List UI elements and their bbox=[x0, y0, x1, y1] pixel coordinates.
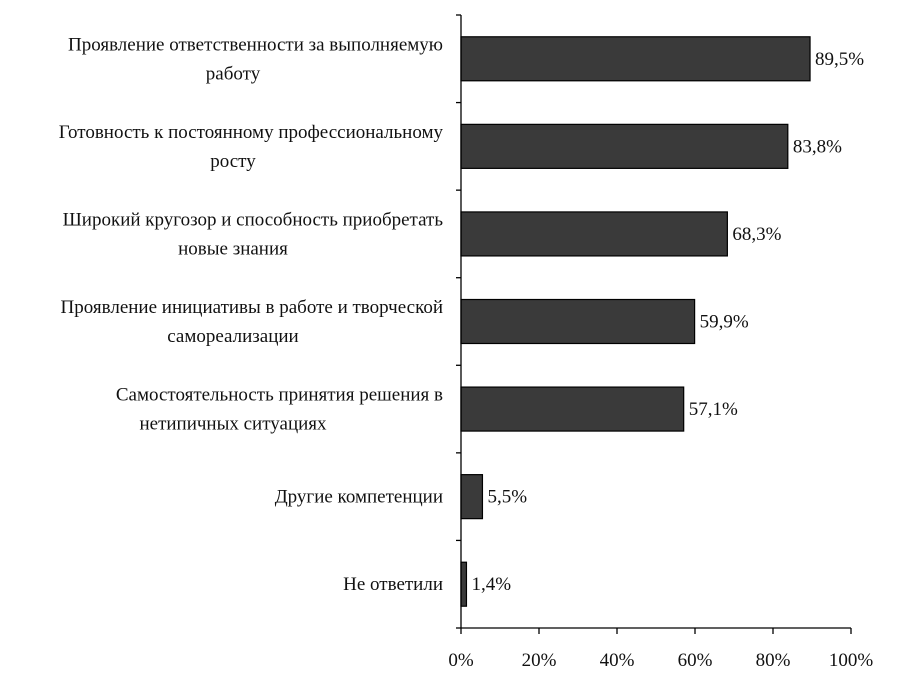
category-labels: Проявление ответственности за выполняему… bbox=[59, 34, 444, 595]
bar bbox=[460, 298, 696, 345]
bar bbox=[460, 123, 789, 169]
value-label: 89,5% bbox=[815, 49, 864, 70]
x-tick-label: 20% bbox=[522, 650, 557, 671]
category-label: работу bbox=[206, 63, 261, 84]
category-label: Проявление ответственности за выполняему… bbox=[68, 34, 443, 55]
x-tick-label: 0% bbox=[448, 650, 474, 671]
x-tick-label: 40% bbox=[600, 650, 635, 671]
value-label: 1,4% bbox=[471, 574, 511, 595]
bar bbox=[460, 211, 728, 257]
value-label: 68,3% bbox=[732, 224, 781, 245]
category-label: новые знания bbox=[178, 238, 288, 259]
bar bbox=[460, 474, 484, 520]
category-label: самореализации bbox=[167, 326, 298, 347]
x-tick-label: 60% bbox=[678, 650, 713, 671]
bar bbox=[460, 36, 811, 82]
value-label: 5,5% bbox=[487, 487, 527, 508]
category-label: Готовность к постоянному профессионально… bbox=[59, 122, 444, 143]
category-label: Широкий кругозор и способность приобрета… bbox=[63, 209, 444, 230]
category-label: Самостоятельность принятия решения в bbox=[116, 385, 443, 406]
bars bbox=[460, 36, 811, 607]
category-label: Другие компетенции bbox=[275, 487, 443, 508]
x-tick-label: 100% bbox=[829, 650, 874, 671]
bar bbox=[460, 561, 468, 607]
category-label: нетипичных ситуациях bbox=[139, 414, 327, 435]
bar bbox=[460, 386, 685, 432]
value-labels: 89,5% 83,8% 68,3% 59,9% 57,1% 5,5% 1,4% bbox=[471, 49, 864, 595]
category-label: Проявление инициативы в работе и творчес… bbox=[61, 297, 443, 318]
axis-ticks: 0% 20% 40% 60% 80% 100% bbox=[448, 14, 874, 671]
value-label: 59,9% bbox=[700, 312, 749, 333]
category-label: Не ответили bbox=[343, 574, 443, 595]
value-label: 83,8% bbox=[793, 136, 842, 157]
category-label: росту bbox=[210, 151, 256, 172]
value-label: 57,1% bbox=[689, 399, 738, 420]
x-tick-label: 80% bbox=[756, 650, 791, 671]
